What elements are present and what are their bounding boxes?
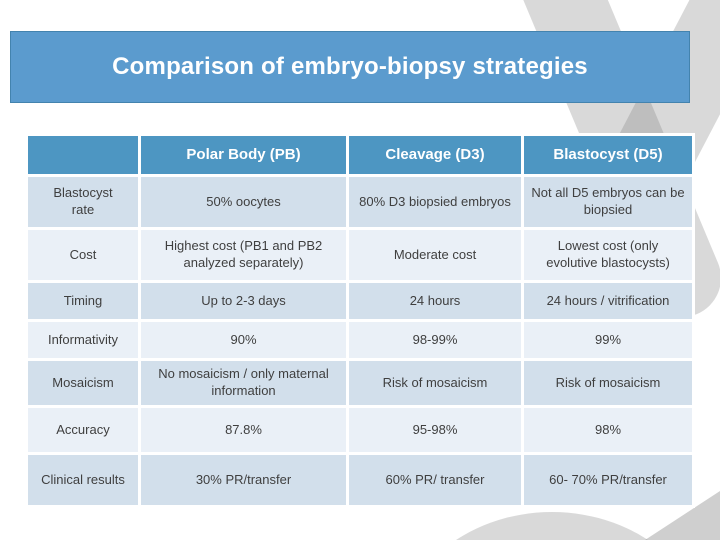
table-cell: Highest cost (PB1 and PB2 analyzed separ… <box>141 230 346 280</box>
row-label: Cost <box>28 230 138 280</box>
table-row: Clinical results 30% PR/transfer 60% PR/ t… <box>28 455 692 505</box>
table-cell: Moderate cost <box>349 230 521 280</box>
row-label: Accuracy <box>28 408 138 452</box>
table-cell: Up to 2-3 days <box>141 283 346 319</box>
table-cell: 90% <box>141 322 346 358</box>
table-cell: 98-99% <box>349 322 521 358</box>
table-cell: 24 hours <box>349 283 521 319</box>
table-cell: 30% PR/transfer <box>141 455 346 505</box>
table-row: Timing Up to 2-3 days 24 hours 24 hours / v… <box>28 283 692 319</box>
arc-swoosh-bottom <box>456 491 720 540</box>
table-row: Informativity 90% 98-99% 99% <box>28 322 692 358</box>
table-row: Blastocyst rate 50% oocytes 80% D3 biopsie… <box>28 177 692 227</box>
row-label: Mosaicism <box>28 361 138 405</box>
table-cell: 60% PR/ transfer <box>349 455 521 505</box>
table-cell: Risk of mosaicism <box>524 361 692 405</box>
header-cell: Cleavage (D3) <box>349 136 521 174</box>
row-label: Timing <box>28 283 138 319</box>
table-cell: 87.8% <box>141 408 346 452</box>
row-label: Informativity <box>28 322 138 358</box>
header-cell: Polar Body (PB) <box>141 136 346 174</box>
slide-title-banner: Comparison of embryo-biopsy strategies <box>10 31 690 103</box>
table-cell: 60- 70% PR/transfer <box>524 455 692 505</box>
row-label: Blastocyst rate <box>28 177 138 227</box>
table-cell: Lowest cost (only evolutive blastocysts) <box>524 230 692 280</box>
header-cell-empty <box>28 136 138 174</box>
table-cell: No mosaicism / only maternal information <box>141 361 346 405</box>
table-cell: 95-98% <box>349 408 521 452</box>
slide-title: Comparison of embryo-biopsy strategies <box>112 53 588 80</box>
comparison-table-container: Polar Body (PB) Cleavage (D3) Blastocyst (… <box>25 133 695 508</box>
header-cell: Blastocyst (D5) <box>524 136 692 174</box>
comparison-table: Polar Body (PB) Cleavage (D3) Blastocyst (… <box>25 133 695 508</box>
table-cell: 98% <box>524 408 692 452</box>
table-row: Cost Highest cost (PB1 and PB2 analyzed s… <box>28 230 692 280</box>
row-label: Clinical results <box>28 455 138 505</box>
table-cell: 99% <box>524 322 692 358</box>
table-cell: Risk of mosaicism <box>349 361 521 405</box>
table-row: Accuracy 87.8% 95-98% 98% <box>28 408 692 452</box>
table-cell: 80% D3 biopsied embryos <box>349 177 521 227</box>
table-header-row: Polar Body (PB) Cleavage (D3) Blastocyst (… <box>28 136 692 174</box>
table-cell: 50% oocytes <box>141 177 346 227</box>
table-row: Mosaicism No mosaicism / only maternal in… <box>28 361 692 405</box>
table-cell: Not all D5 embryos can be biopsied <box>524 177 692 227</box>
table-cell: 24 hours / vitrification <box>524 283 692 319</box>
